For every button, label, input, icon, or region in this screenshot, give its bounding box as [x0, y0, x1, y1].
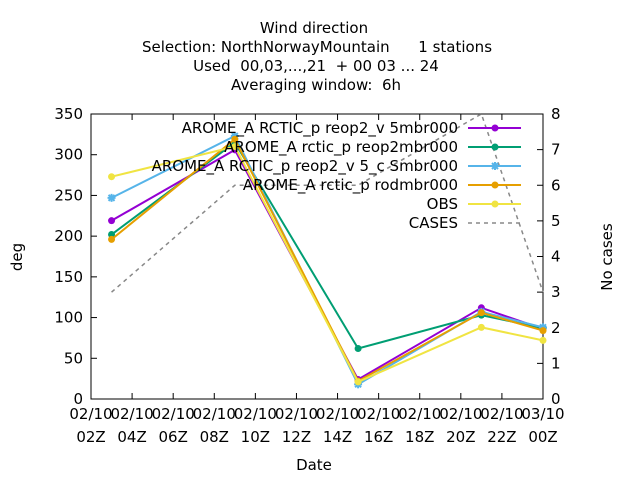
x-tick-label-hour: 06Z [158, 428, 187, 446]
x-tick-label-date: 02/10 [398, 405, 441, 423]
x-tick-label-date: 02/10 [275, 405, 318, 423]
series-lines [107, 112, 547, 389]
y-tick-label: 100 [54, 309, 83, 327]
chart-title: Wind direction Selection: NorthNorwayMou… [142, 19, 492, 94]
data-point-marker [108, 235, 116, 243]
x-tick-label-hour: 20Z [446, 428, 475, 446]
x-tick-label-date: 02/10 [234, 405, 277, 423]
x-tick-label-hour: 12Z [282, 428, 311, 446]
legend-item: AROME_A RCTIC_p reop2_v 5_c Smbr000 [152, 157, 521, 176]
title-line-2: Selection: NorthNorwayMountain 1 station… [142, 38, 492, 56]
legend-label: AROME_A RCTIC_p reop2_v 5mbr000 [182, 119, 458, 138]
y2-tick-label: 5 [551, 212, 561, 230]
data-point-marker [477, 309, 485, 317]
data-point-marker [491, 124, 499, 132]
data-point-marker [491, 200, 499, 208]
y-tick-label: 0 [73, 390, 83, 408]
title-line-1: Wind direction [260, 19, 368, 37]
y-tick-label: 250 [54, 186, 83, 204]
axes: 0 50 100 150 200 250 300 350 0 1 2 3 4 5 6 7 8 02/10 02Z 02… [54, 105, 564, 446]
data-point-marker [108, 217, 116, 225]
data-point-marker [491, 181, 499, 189]
x-tick-label-date: 02/10 [110, 405, 153, 423]
title-line-4: Averaging window: 6h [231, 76, 401, 94]
series-OBS [108, 143, 547, 386]
legend-item: AROME_A RCTIC_p reop2_v 5mbr000 [182, 119, 521, 138]
legend-label: CASES [409, 214, 458, 232]
y-axis-label: deg [8, 243, 26, 271]
x-tick-label-date: 02/10 [152, 405, 195, 423]
x-tick-label-date: 02/10 [316, 405, 359, 423]
data-point-marker [231, 143, 239, 151]
legend-label: AROME_A rctic_p reop2mbr000 [224, 138, 458, 157]
y2-tick-label: 6 [551, 176, 561, 194]
legend-label: AROME_A RCTIC_p reop2_v 5_c Smbr000 [152, 157, 458, 176]
data-point-marker [354, 378, 362, 386]
data-point-marker [108, 173, 116, 181]
series-line [111, 112, 544, 293]
data-point-marker [539, 336, 547, 344]
x-tick-label-date: 02/10 [480, 405, 523, 423]
legend-label: OBS [427, 195, 458, 213]
x-tick-label-hour: 10Z [241, 428, 270, 446]
x-tick-label-date: 02/10 [193, 405, 236, 423]
data-point-marker [354, 345, 362, 353]
x-tick-label-hour: 00Z [528, 428, 557, 446]
x-tick-label-hour: 22Z [487, 428, 516, 446]
title-line-3: Used 00,03,...,21 + 00 03 ... 24 [193, 57, 439, 75]
legend-item: OBS [427, 195, 521, 213]
legend-label: AROME_A rctic_p rodmbr000 [243, 176, 458, 195]
y-tick-label: 350 [54, 105, 83, 123]
legend-item: AROME_A rctic_p rodmbr000 [243, 176, 521, 195]
data-point-marker [477, 323, 485, 331]
x-axis-label: Date [296, 456, 332, 474]
y-tick-label: 50 [64, 349, 83, 367]
y2-tick-label: 8 [551, 105, 561, 123]
x-tick-label-hour: 18Z [405, 428, 434, 446]
y2-tick-label: 0 [551, 390, 561, 408]
y2-axis-label: No cases [598, 223, 616, 291]
x-tick-label-date: 02/10 [69, 405, 112, 423]
series-CASES [111, 112, 544, 293]
x-tick-label-date: 02/10 [439, 405, 482, 423]
x-tick-label-hour: 16Z [364, 428, 393, 446]
y2-tick-label: 4 [551, 248, 561, 266]
x-tick-label-hour: 02Z [76, 428, 105, 446]
x-tick-label-date: 02/10 [357, 405, 400, 423]
y2-tick-label: 1 [551, 354, 561, 372]
y2-tick-label: 7 [551, 141, 561, 159]
y2-tick-label: 3 [551, 283, 561, 301]
x-tick-label-hour: 14Z [323, 428, 352, 446]
y-tick-label: 300 [54, 146, 83, 164]
y-tick-label: 200 [54, 227, 83, 245]
x-tick-label-date: 03/10 [521, 405, 564, 423]
data-point-marker [108, 231, 116, 239]
data-point-marker [539, 327, 547, 335]
legend-item: AROME_A rctic_p reop2mbr000 [224, 138, 521, 157]
legend-item: CASES [409, 214, 521, 232]
y-tick-label: 150 [54, 268, 83, 286]
data-point-marker [491, 162, 499, 170]
data-point-marker [231, 135, 239, 143]
data-point-marker [491, 143, 499, 151]
x-tick-label-hour: 04Z [117, 428, 146, 446]
x-tick-label-hour: 08Z [200, 428, 229, 446]
y2-tick-label: 2 [551, 319, 561, 337]
data-point-marker [107, 194, 116, 202]
